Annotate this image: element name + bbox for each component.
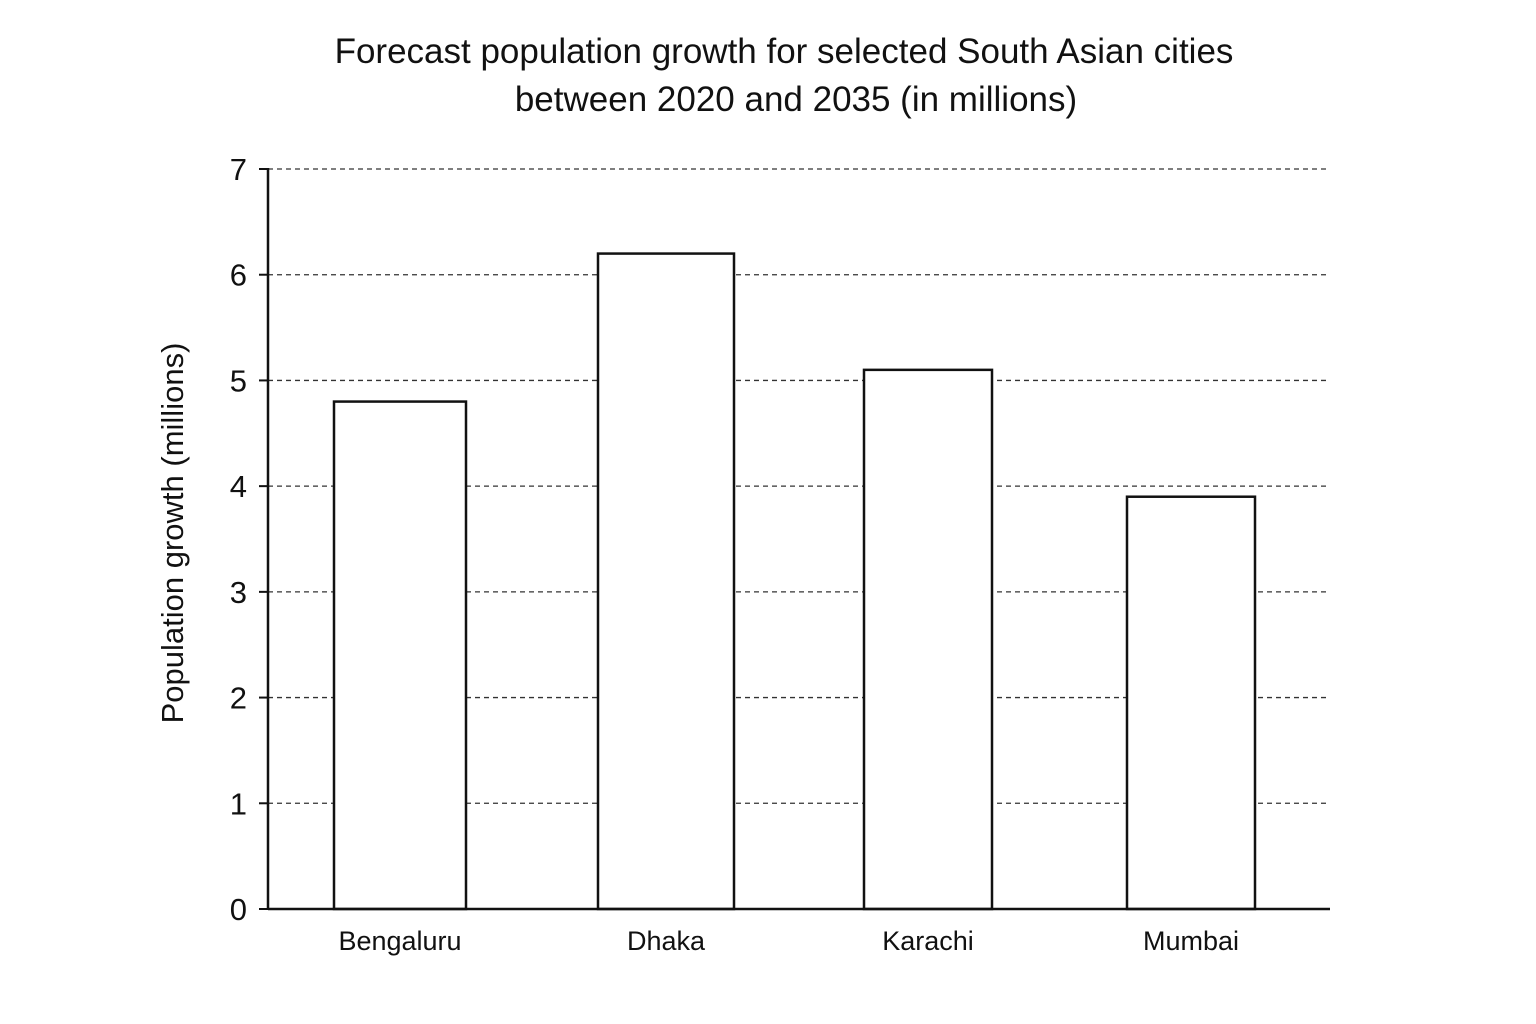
x-tick-label: Bengaluru: [338, 926, 461, 956]
bar-mumbai: [1125, 495, 1257, 911]
bar-dhaka: [596, 252, 736, 911]
y-tick-label: 1: [230, 786, 247, 821]
x-ticks: Bengaluru Dhaka Karachi Mumbai: [338, 926, 1239, 956]
x-tick-label: Karachi: [882, 926, 974, 956]
bars: [332, 252, 1257, 911]
bar-karachi: [862, 368, 994, 911]
y-tick-label: 2: [230, 681, 247, 716]
y-tick-label: 7: [230, 152, 247, 187]
chart-title-line-2: between 2020 and 2035 (in millions): [515, 80, 1077, 119]
y-tick-label: 6: [230, 258, 247, 293]
y-ticks: 0 1 2 3 4 5 6 7: [230, 152, 268, 927]
y-tick-label: 3: [230, 575, 247, 610]
x-tick-label: Dhaka: [627, 926, 706, 956]
chart-title-line-1: Forecast population growth for selected …: [335, 32, 1234, 71]
y-tick-label: 5: [230, 363, 247, 398]
axes: [266, 168, 1330, 911]
bar-bengaluru: [332, 400, 468, 911]
y-tick-label: 4: [230, 469, 247, 504]
y-axis-label: Population growth (millions): [155, 343, 190, 724]
y-tick-label: 0: [230, 892, 247, 927]
x-tick-label: Mumbai: [1143, 926, 1239, 956]
